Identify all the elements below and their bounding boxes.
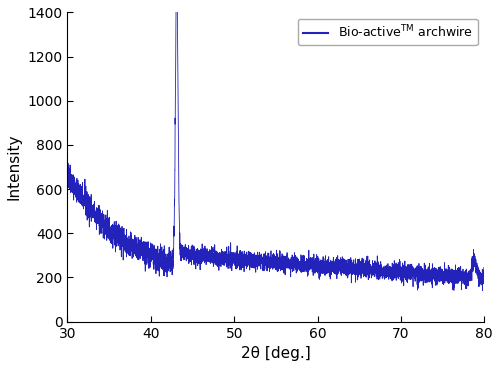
Y-axis label: Intensity: Intensity bbox=[7, 134, 22, 200]
X-axis label: 2θ [deg.]: 2θ [deg.] bbox=[241, 346, 310, 361]
Legend: Bio-active$^{\mathregular{TM}}$ archwire: Bio-active$^{\mathregular{TM}}$ archwire bbox=[298, 19, 478, 45]
